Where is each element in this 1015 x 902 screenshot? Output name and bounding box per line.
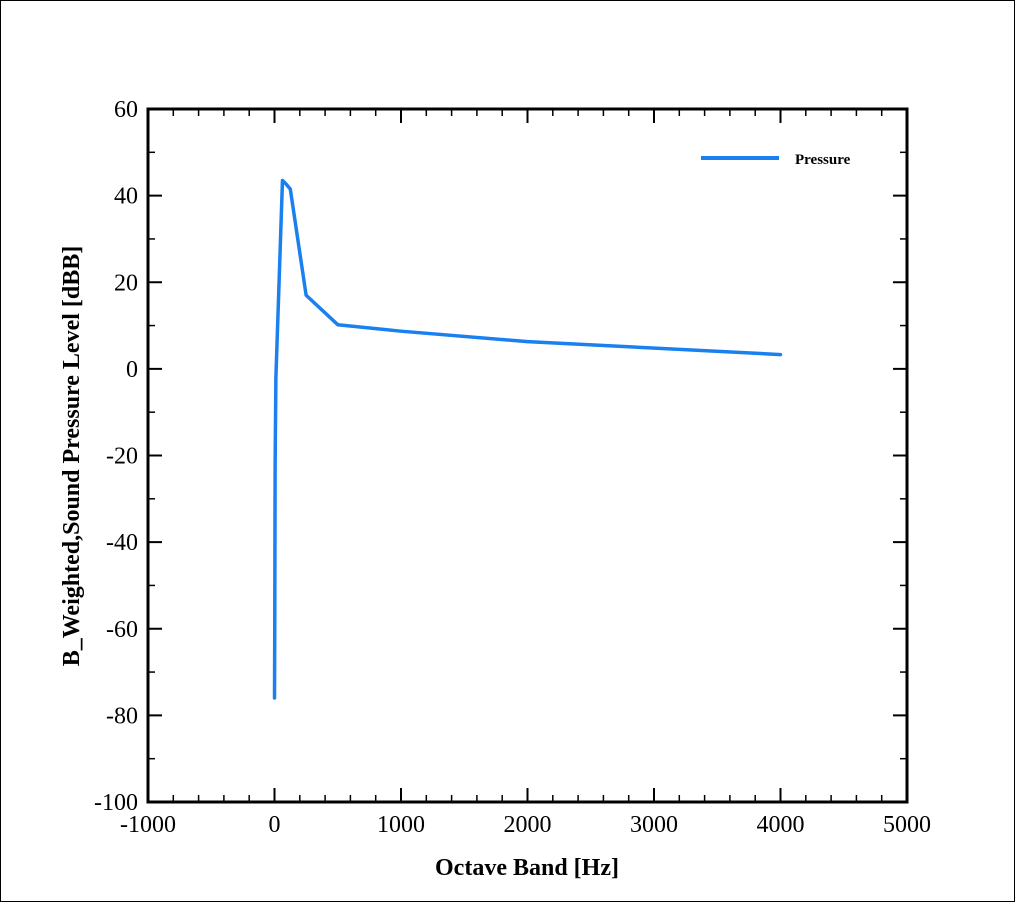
x-axis-title: Octave Band [Hz] [435,855,619,881]
x-tick-label: 0 [269,812,281,838]
y-tick-label: 20 [114,270,138,296]
legend: Pressure [701,152,851,168]
y-axis-title: B_Weighted,Sound Pressure Level [dBB] [59,246,85,667]
y-tick-label: -80 [106,703,138,729]
plot-area [146,107,909,804]
minor-ticks [148,109,907,802]
x-tick-label: 3000 [630,812,678,838]
y-tick-label: 0 [126,357,138,383]
x-tick-label: -1000 [120,812,176,838]
x-tick-labels: -1000 0 1000 2000 3000 4000 5000 [120,812,931,838]
x-tick-label: 2000 [504,812,552,838]
x-tick-label: 1000 [377,812,425,838]
y-tick-label: -40 [106,530,138,556]
series-line-pressure [272,178,783,700]
y-tick-label: -60 [106,617,138,643]
y-tick-labels: -100 -80 -60 -40 -20 0 20 40 60 [94,97,138,816]
y-tick-label: 60 [114,97,138,123]
series-layer [272,178,783,700]
y-tick-label: 40 [114,184,138,210]
y-tick-label: -100 [94,790,138,816]
y-tick-label: -20 [106,444,138,470]
x-tick-label: 4000 [757,812,805,838]
legend-label-pressure: Pressure [795,152,851,168]
major-ticks [147,108,908,803]
x-tick-label: 5000 [883,812,931,838]
